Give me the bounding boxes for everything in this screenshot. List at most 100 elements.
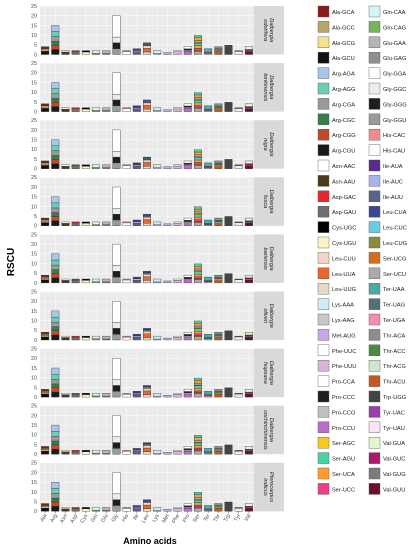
bar-segment-glu-gaa bbox=[102, 221, 111, 226]
bar-segment-arg-cgc bbox=[51, 497, 60, 503]
bar-segment-asp-gac bbox=[71, 107, 80, 109]
legend-label: Arg-CGG bbox=[332, 133, 356, 139]
bar-segment-his-cac bbox=[122, 507, 131, 509]
y-tick-label: 5 bbox=[34, 500, 37, 506]
bar-segment-gly-ggc bbox=[112, 151, 121, 158]
legend-swatch bbox=[317, 360, 330, 372]
bar-segment-ter-uaa bbox=[204, 505, 213, 510]
bar-segment-cys-ugc bbox=[81, 278, 90, 281]
y-tick-label: 25 bbox=[31, 175, 37, 181]
legend-label: Gly-GGC bbox=[383, 87, 406, 93]
bar-segment-gly-gga bbox=[112, 358, 121, 380]
bar-segment-arg-cgu bbox=[51, 220, 60, 226]
legend-label: His-CAC bbox=[383, 133, 405, 139]
legend-swatch bbox=[317, 390, 330, 403]
bar-segment-thr-acc bbox=[214, 505, 223, 508]
bar-segment-gly-ggu bbox=[112, 48, 121, 55]
bar-segment-ser-agu bbox=[194, 43, 202, 46]
bar-segment-phe-uuu bbox=[173, 108, 182, 112]
legend-label: Asp-GAC bbox=[332, 195, 356, 201]
bar-segment-pro-ccu bbox=[183, 336, 192, 341]
bar-segment-leu-cuu bbox=[143, 388, 151, 392]
bar-segment-his-cau bbox=[122, 336, 131, 341]
legend-label: Ter-UGA bbox=[383, 318, 405, 324]
bar-segment-ser-ucu bbox=[194, 268, 202, 272]
legend-swatch bbox=[368, 483, 381, 495]
bar-segment-val-gua bbox=[244, 503, 253, 507]
bar-segment-gly-ggu bbox=[112, 276, 121, 284]
bar-segment-ser-ucu bbox=[194, 165, 202, 169]
bar-segment-tyr-uau bbox=[234, 165, 243, 169]
legend-label: Ser-UCA bbox=[332, 472, 355, 478]
legend-label: Ile-AUC bbox=[383, 179, 403, 185]
bar-segment-phe-uuu bbox=[173, 51, 182, 55]
legend-swatch bbox=[368, 82, 381, 95]
bar-segment-arg-cga bbox=[51, 436, 60, 442]
legend-label: Asn-AAC bbox=[332, 164, 355, 170]
bar-segment-thr-acu bbox=[214, 51, 223, 55]
legend-swatch bbox=[368, 390, 381, 403]
bar-segment-ser-agu bbox=[194, 271, 202, 275]
bar-segment-asp-gac bbox=[71, 50, 80, 52]
bar-segment-gly-gga bbox=[112, 72, 121, 95]
bar-segment-lys-aaa bbox=[153, 450, 162, 454]
bar-segment-tyr-uau bbox=[234, 393, 243, 398]
bar-segment-trp-ugg bbox=[224, 45, 233, 55]
bar-segment-arg-agg bbox=[51, 31, 60, 37]
bar-segment-ser-agu bbox=[194, 100, 202, 104]
bar-segment-ser-uca bbox=[194, 102, 202, 106]
bar-segment-ala-gcu bbox=[41, 450, 50, 455]
bar-segment-ala-gcu bbox=[41, 108, 50, 112]
x-tick-label: Ala bbox=[40, 513, 49, 523]
bar-segment-ser-ucu bbox=[194, 440, 202, 443]
legend-item: Leu-CUU bbox=[317, 252, 356, 264]
bar-segment-pro-cca bbox=[183, 217, 192, 221]
legend-swatch bbox=[368, 252, 381, 264]
bar-segment-ala-gcu bbox=[41, 279, 50, 284]
y-tick-label: 20 bbox=[31, 185, 37, 191]
legend-item: Pro-CCU bbox=[317, 421, 355, 433]
bar-segment-asn-aac bbox=[61, 107, 70, 110]
legend-label: Gly-GGU bbox=[383, 118, 406, 124]
bar-segment-cys-ugc bbox=[81, 164, 90, 167]
legend-label: Ala-GCA bbox=[332, 10, 355, 16]
facet-panel: 0 5 10 15 20 25 Dalbergiafusca bbox=[31, 175, 284, 230]
y-tick-label: 0 bbox=[34, 509, 37, 515]
bar-segment-met-aug bbox=[163, 394, 172, 398]
y-tick-label: 15 bbox=[31, 80, 37, 86]
legend-swatch bbox=[317, 406, 330, 418]
legend-label: His-CAU bbox=[383, 149, 405, 155]
legend-swatch bbox=[368, 144, 381, 156]
bar-segment-leu-cua bbox=[143, 385, 151, 387]
legend-item: Ile-AUC bbox=[368, 175, 403, 187]
bar-segment-pro-cca bbox=[183, 46, 192, 50]
bar-segment-thr-acc bbox=[214, 105, 223, 108]
bar-segment-pro-cca bbox=[183, 332, 192, 335]
bar-segment-tyr-uac bbox=[234, 107, 243, 109]
legend-item: Ser-UCU bbox=[368, 267, 406, 279]
legend-swatch bbox=[368, 190, 381, 203]
bar-segment-ser-uca bbox=[194, 331, 202, 334]
x-tick-label: Arg bbox=[49, 513, 58, 523]
bar-segment-ser-agu bbox=[194, 35, 202, 38]
strip-background bbox=[254, 6, 284, 55]
bar-segment-asn-aac bbox=[61, 278, 70, 281]
bar-segment-arg-aga bbox=[51, 367, 60, 375]
legend-swatch bbox=[317, 98, 330, 110]
bar-segment-ile-aua bbox=[132, 162, 141, 165]
bar-segment-ala-gca bbox=[41, 389, 50, 392]
bar-segment-arg-cgc bbox=[51, 269, 60, 274]
bar-segment-asn-aau bbox=[61, 280, 70, 284]
bar-segment-leu-uug bbox=[143, 51, 151, 55]
bar-segment-leu-uua bbox=[143, 276, 151, 281]
bar-segment-ser-ucu bbox=[194, 154, 202, 157]
legend-item: Asn-AAU bbox=[317, 175, 355, 187]
strip-background bbox=[254, 405, 284, 455]
y-tick-label: 25 bbox=[31, 232, 37, 238]
legend-item: Tyr-UAC bbox=[368, 406, 405, 418]
bar-segment-cys-ugc bbox=[81, 107, 90, 110]
y-tick-label: 15 bbox=[31, 309, 37, 315]
bar-segment-tyr-uac bbox=[234, 450, 243, 452]
bar-segment-thr-acu bbox=[214, 108, 223, 112]
legend-label: Phe-UUC bbox=[332, 349, 356, 355]
